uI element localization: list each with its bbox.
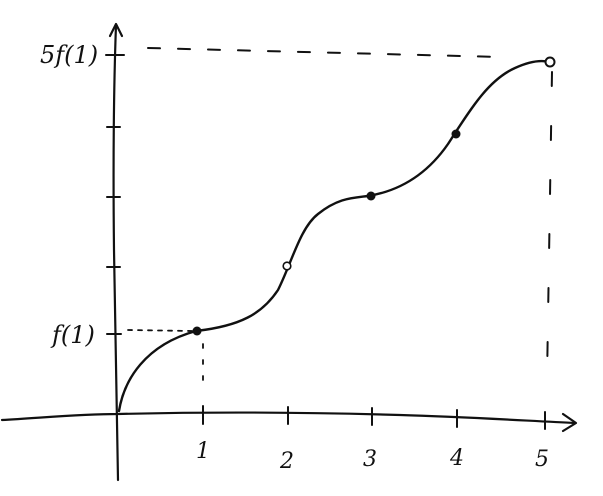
guide-f1-horizontal — [127, 329, 193, 332]
x-tick-label-2: 2 — [279, 449, 294, 474]
x-tick-label-3: 3 — [363, 447, 377, 472]
x-tick-label-4: 4 — [449, 446, 464, 471]
curve-point-2 — [282, 261, 292, 271]
x-tick-label-5: 5 — [535, 447, 549, 472]
curve-point-5 — [544, 56, 556, 68]
curve-point-4 — [451, 129, 461, 139]
function-curve — [117, 59, 552, 413]
curve-point-1 — [192, 326, 202, 336]
y-axis — [112, 23, 120, 482]
x-axis-arrowhead — [561, 412, 578, 433]
y-label-f1: f(1) — [50, 321, 95, 349]
guide-right-vertical — [546, 71, 553, 381]
y-axis-arrowhead — [108, 22, 124, 38]
curve-point-3 — [366, 191, 376, 201]
x-axis — [0, 411, 577, 425]
x-tick-label-1: 1 — [196, 439, 210, 464]
guide-top-horizontal — [147, 47, 501, 58]
y-label-5f1: 5f(1) — [40, 41, 98, 69]
